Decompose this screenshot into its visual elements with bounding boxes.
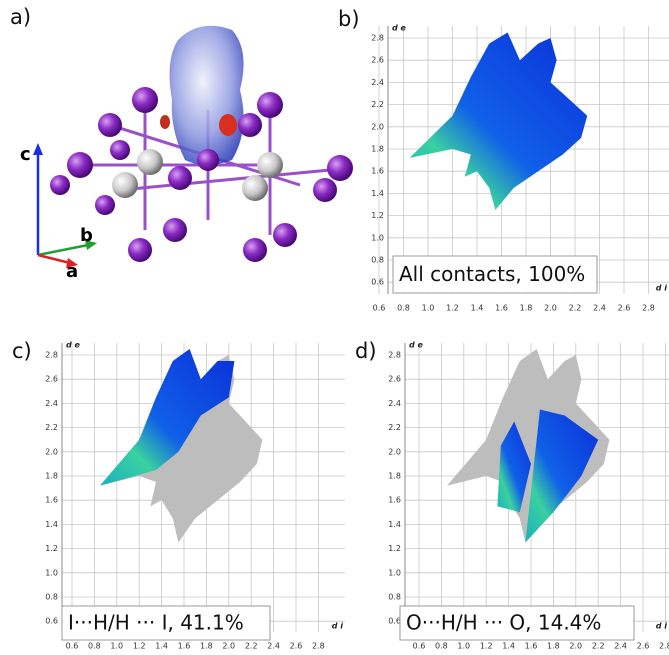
- x-tick-label: 1.2: [446, 304, 459, 313]
- x-tick-label: 1.8: [520, 304, 533, 313]
- caption: All contacts, 100%: [399, 262, 585, 286]
- y-tick-label: 0.8: [388, 593, 401, 602]
- x-tick-label: 2.6: [637, 642, 650, 651]
- y-tick-label: 2.6: [371, 56, 384, 65]
- axis-letter: a: [66, 261, 78, 282]
- y-tick-label: 2.0: [371, 122, 384, 131]
- y-tick-label: 1.6: [371, 167, 384, 176]
- y-tick-label: 2.4: [45, 399, 58, 408]
- x-tick-label: 2.0: [544, 304, 557, 313]
- y-tick-label: 1.4: [45, 520, 58, 529]
- y-axis-label: d e: [409, 341, 424, 350]
- y-tick-label: 1.2: [45, 544, 58, 553]
- x-tick-label: 2.0: [569, 642, 582, 651]
- y-tick-label: 1.0: [388, 568, 401, 577]
- x-tick-label: 2.4: [593, 304, 606, 313]
- x-tick-label: 0.6: [413, 642, 426, 651]
- x-axis-label: d i: [656, 284, 668, 293]
- y-tick-label: 0.8: [45, 593, 58, 602]
- y-tick-label: 2.2: [371, 100, 384, 109]
- y-tick-label: 2.2: [45, 423, 58, 432]
- y-tick-label: 2.8: [388, 351, 401, 360]
- fingerprint-plot: c) 2.8 2.6 2.4 2.2 2.0 1.8 1.6 1.4 1.2 1.0 0.8 0.6 0.…: [12, 339, 345, 651]
- x-tick-label: 0.6: [373, 304, 386, 313]
- axis-letter: c: [20, 144, 31, 165]
- x-tick-label: 2.8: [642, 304, 655, 313]
- x-tick-label: 2.2: [592, 642, 605, 651]
- y-tick-label: 0.6: [45, 617, 58, 626]
- y-tick-label: 1.2: [371, 211, 384, 220]
- y-tick-label: 2.0: [45, 447, 58, 456]
- y-axis-label: d e: [392, 24, 407, 33]
- x-tick-label: 2.8: [312, 642, 325, 651]
- x-tick-label: 1.0: [457, 642, 470, 651]
- y-tick-label: 2.8: [45, 351, 58, 360]
- y-tick-label: 2.0: [388, 447, 401, 456]
- y-tick-label: 1.0: [45, 568, 58, 577]
- x-tick-label: 2.4: [614, 642, 627, 651]
- x-axis-label: d i: [332, 622, 344, 631]
- y-tick-label: 1.0: [371, 233, 384, 242]
- x-tick-label: 0.8: [435, 642, 448, 651]
- x-tick-label: 1.6: [525, 642, 538, 651]
- x-tick-label: 1.4: [502, 642, 515, 651]
- x-tick-label: 2.0: [222, 642, 235, 651]
- x-tick-label: 1.4: [471, 304, 484, 313]
- fingerprint-plot: b) 2.8 2.6 2.4 2.2 2.0 1.8 1.6 1.4 1.2 1.0 0.8 0.6 0.…: [338, 7, 669, 313]
- y-tick-label: 2.2: [388, 423, 401, 432]
- y-axis-label: d e: [66, 341, 81, 350]
- point-cloud: [410, 32, 588, 210]
- y-tick-label: 1.8: [371, 145, 384, 154]
- x-tick-label: 0.8: [88, 642, 101, 651]
- y-tick-label: 0.6: [388, 617, 401, 626]
- panel-label: d): [355, 339, 377, 363]
- x-tick-label: 1.0: [422, 304, 435, 313]
- x-tick-label: 1.2: [133, 642, 146, 651]
- y-tick-label: 1.2: [388, 544, 401, 553]
- x-tick-label: 1.8: [547, 642, 560, 651]
- y-tick-label: 2.6: [45, 375, 58, 384]
- y-tick-label: 1.4: [388, 520, 401, 529]
- x-tick-label: 1.4: [155, 642, 168, 651]
- fingerprint-plot: d) 2.8 2.6 2.4 2.2 2.0 1.8 1.6 1.4 1.2 1.0 0.8 0.6 0.…: [355, 339, 669, 651]
- caption: I···H/H ··· I, 41.1%: [68, 611, 244, 635]
- panel-label: a): [10, 5, 31, 29]
- x-tick-label: 0.8: [397, 304, 410, 313]
- axis-letter: b: [80, 225, 93, 246]
- x-axis-label: d i: [656, 622, 668, 631]
- x-tick-label: 2.4: [267, 642, 280, 651]
- x-tick-label: 1.6: [178, 642, 191, 651]
- y-tick-label: 2.4: [388, 399, 401, 408]
- y-tick-label: 1.4: [371, 189, 384, 198]
- y-tick-label: 1.8: [388, 472, 401, 481]
- y-tick-label: 1.6: [45, 496, 58, 505]
- x-tick-label: 1.0: [110, 642, 123, 651]
- panel-label: c): [12, 339, 32, 363]
- figure: a) c b a b) 2.8 2.6 2.4 2.2 2.0 1.8 1.6 1.4 1.2 1.…: [0, 0, 669, 655]
- y-tick-label: 0.6: [371, 278, 384, 287]
- x-tick-label: 2.2: [245, 642, 258, 651]
- caption: O···H/H ··· O, 14.4%: [406, 611, 601, 635]
- y-tick-label: 1.6: [388, 496, 401, 505]
- panel-label: b): [338, 7, 360, 31]
- y-tick-label: 0.8: [371, 256, 384, 265]
- y-tick-label: 2.4: [371, 78, 384, 87]
- y-tick-label: 2.8: [371, 34, 384, 43]
- x-tick-label: 1.6: [495, 304, 508, 313]
- y-tick-label: 1.8: [45, 472, 58, 481]
- x-tick-label: 2.8: [659, 642, 669, 651]
- y-tick-label: 2.6: [388, 375, 401, 384]
- x-tick-label: 2.6: [618, 304, 631, 313]
- x-tick-label: 1.8: [200, 642, 213, 651]
- x-tick-label: 2.2: [569, 304, 582, 313]
- x-tick-label: 1.2: [480, 642, 493, 651]
- x-tick-label: 0.6: [66, 642, 79, 651]
- x-tick-label: 2.6: [290, 642, 303, 651]
